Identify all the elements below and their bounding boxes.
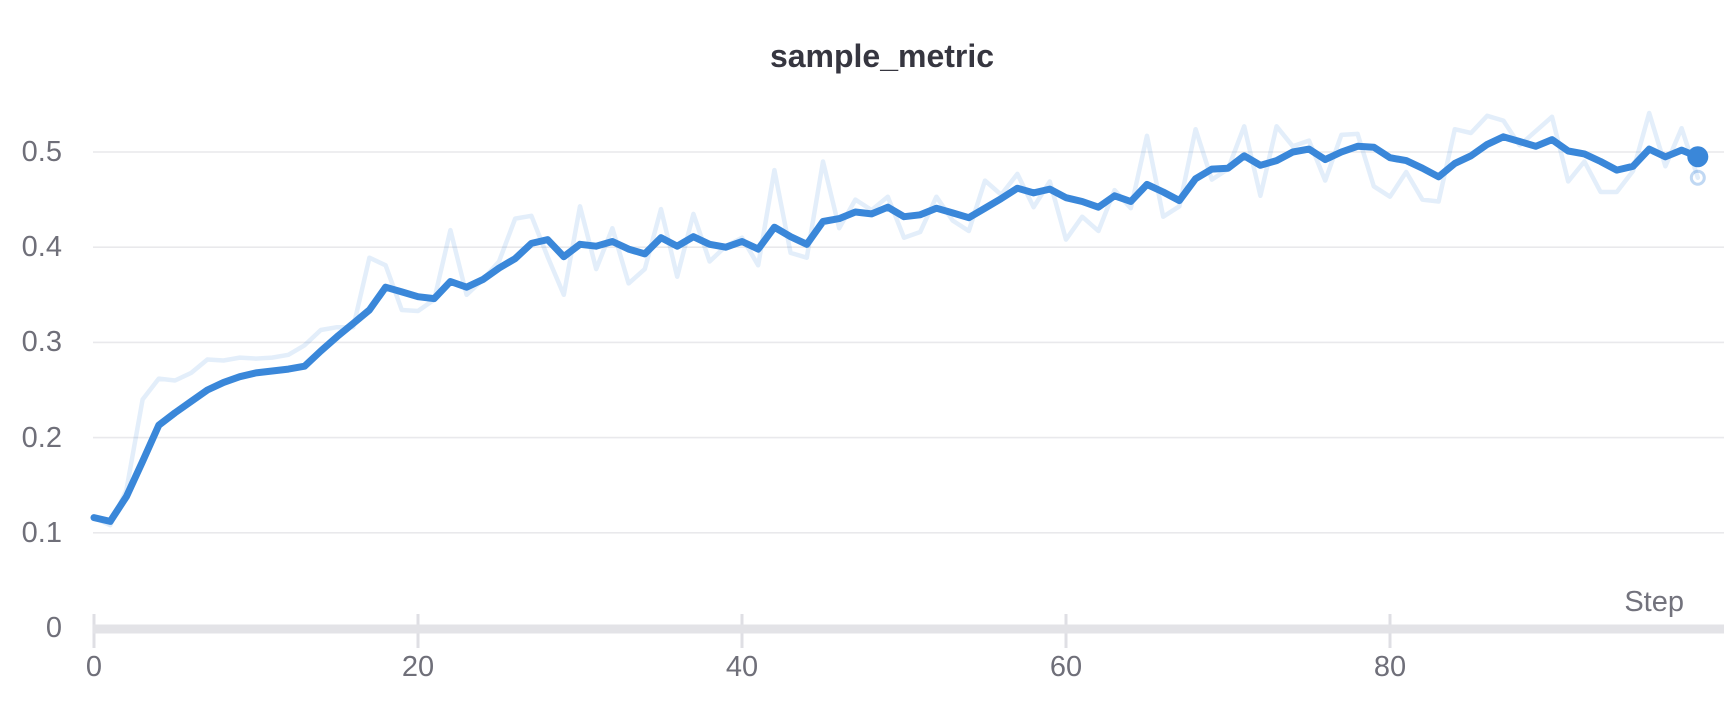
y-tick-label: 0.1 bbox=[21, 516, 62, 549]
y-tick-label: 0.5 bbox=[21, 136, 62, 168]
x-tick-label: 20 bbox=[401, 651, 435, 683]
smoothed-end-dot bbox=[1687, 146, 1709, 168]
x-tick-label: 40 bbox=[725, 651, 759, 683]
y-tick-label: 0.4 bbox=[21, 231, 62, 264]
y-tick-label: 0.2 bbox=[21, 421, 62, 454]
x-tick-label: 80 bbox=[1373, 651, 1407, 683]
original-unsmoothed-line bbox=[91, 110, 1701, 528]
smoothed-main-line bbox=[90, 133, 1702, 525]
x-tick-label: 0 bbox=[85, 651, 103, 683]
x-axis-title: Step bbox=[1624, 586, 1684, 618]
chart-title: sample_metric bbox=[769, 38, 995, 74]
y-tick-label: 0.3 bbox=[21, 326, 62, 359]
x-axis-line bbox=[93, 624, 1724, 634]
raw-end-ring bbox=[1689, 169, 1706, 186]
y-tick-label: 0 bbox=[45, 612, 62, 644]
x-tick-label: 60 bbox=[1049, 651, 1083, 683]
